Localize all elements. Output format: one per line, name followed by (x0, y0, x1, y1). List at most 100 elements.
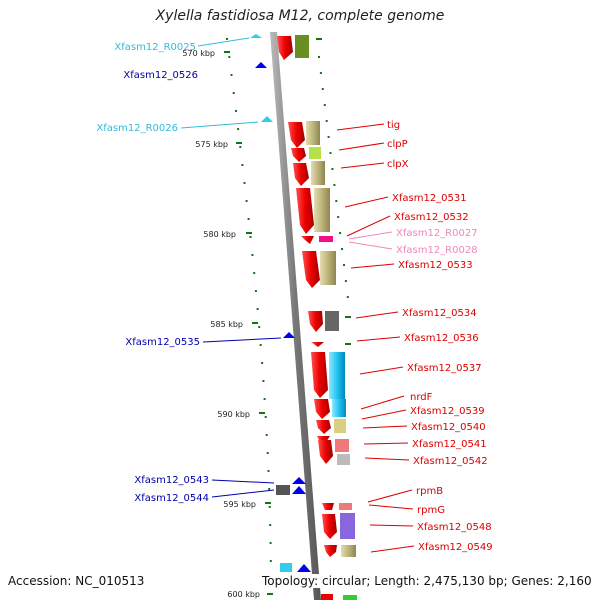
scale-dot (262, 380, 265, 382)
scale-dot (261, 362, 264, 364)
genome-summary-text: Topology: circular; Length: 2,475,130 bp… (262, 574, 592, 588)
gene-arrow (322, 503, 334, 510)
accession-text: Accession: NC_010513 (8, 574, 145, 588)
gene-label[interactable]: Xfasm12_R0025 (114, 42, 196, 53)
kbp-label: 580 kbp (203, 230, 236, 239)
scale-dot (251, 254, 254, 256)
leader-line (211, 479, 275, 484)
scale-dot (256, 308, 259, 310)
gene-label[interactable]: Xfasm12_0539 (410, 406, 485, 417)
inner-dot (341, 248, 343, 250)
gene-arrow (276, 485, 290, 495)
cog-box (319, 236, 333, 242)
leader-line (364, 457, 410, 461)
gene-label[interactable]: Xfasm12_0544 (134, 493, 209, 504)
scale-dot (268, 506, 271, 508)
inner-dot (318, 56, 320, 58)
scale-dot (232, 92, 235, 94)
cog-box (314, 188, 330, 232)
gene-label[interactable]: Xfasm12_0535 (125, 337, 200, 348)
gene-label[interactable]: Xfasm12_R0028 (396, 245, 478, 256)
gene-label[interactable]: Xfasm12_0543 (134, 475, 209, 486)
map-title: Xylella fastidiosa M12, complete genome (155, 8, 445, 24)
gene-arrow (316, 420, 331, 434)
gene-arrow (280, 563, 292, 572)
gene-arrow (277, 36, 293, 60)
leader-line (362, 425, 408, 429)
cog-box (339, 503, 352, 510)
gene-arrow (322, 514, 337, 539)
gene-label[interactable]: rpmB (416, 486, 443, 497)
scale-dot (241, 164, 244, 166)
scale-dot (247, 218, 250, 220)
gene-arrow (308, 311, 323, 332)
kbp-label: 575 kbp (195, 140, 228, 149)
gene-label[interactable]: Xfasm12_0531 (392, 193, 467, 204)
inner-dot (323, 104, 326, 106)
gene-label[interactable]: Xfasm12_0536 (404, 333, 479, 344)
leader-line (340, 162, 385, 169)
gene-arrow (321, 594, 333, 600)
gene-label[interactable]: Xfasm12_R0026 (96, 123, 178, 134)
leader-line (355, 311, 399, 319)
gene-arrow (250, 34, 262, 38)
inner-dot (329, 152, 332, 154)
gene-label[interactable]: Xfasm12_R0027 (396, 228, 478, 239)
cog-box (334, 419, 346, 433)
gene-label[interactable]: Xfasm12_0526 (123, 70, 198, 81)
leader-line (359, 366, 404, 375)
forward-genes (277, 36, 337, 600)
cog-box (325, 311, 339, 331)
gene-arrow (293, 163, 309, 186)
leader-line (346, 215, 391, 237)
gene-label[interactable]: Xfasm12_0549 (418, 542, 493, 553)
gene-label[interactable]: clpP (387, 139, 408, 150)
gene-label[interactable]: Xfasm12_0548 (417, 522, 492, 533)
leader-line (360, 395, 405, 410)
cog-box (332, 399, 346, 417)
gene-label[interactable]: tig (387, 120, 400, 131)
leader-line (348, 241, 393, 250)
cog-box (309, 147, 321, 159)
cog-box (335, 439, 349, 452)
gene-label[interactable]: Xfasm12_0532 (394, 212, 469, 223)
cog-box (320, 251, 336, 285)
cog-box (341, 545, 356, 557)
gene-arrow (311, 352, 328, 398)
gene-arrow (314, 399, 330, 419)
leader-line (370, 545, 415, 553)
inner-dot (337, 216, 340, 218)
scale-dot (237, 128, 240, 130)
leader-line (197, 37, 250, 47)
kbp-label: 595 kbp (223, 500, 256, 509)
inner-dot (343, 264, 345, 266)
gene-label[interactable]: Xfasm12_0540 (411, 422, 486, 433)
inner-dot (335, 200, 338, 202)
gene-label[interactable]: rpmG (417, 505, 445, 516)
gene-arrow (283, 332, 295, 338)
inner-dot (327, 136, 330, 138)
inner-dot (339, 232, 342, 234)
scale-dot (259, 344, 262, 346)
cog-box (306, 121, 320, 145)
kbp-label: 600 kbp (227, 590, 260, 599)
gene-label[interactable]: clpX (387, 159, 409, 170)
scale-dot (265, 434, 268, 436)
gene-label[interactable]: Xfasm12_0541 (412, 439, 487, 450)
leader-line (369, 524, 414, 527)
gene-label[interactable]: Xfasm12_0542 (413, 456, 488, 467)
cog-box (295, 35, 309, 58)
scale-dot (266, 452, 269, 454)
gene-label[interactable]: Xfasm12_0534 (402, 308, 477, 319)
scale-dot (254, 290, 257, 292)
gene-label[interactable]: nrdF (410, 392, 433, 403)
annotation-boxes (295, 35, 357, 600)
right-leader-lines (336, 123, 415, 553)
leader-line (348, 231, 393, 240)
gene-label[interactable]: Xfasm12_0533 (398, 260, 473, 271)
cog-box (311, 161, 325, 185)
scale-dot (258, 326, 261, 328)
inner-dot (325, 120, 328, 122)
gene-label[interactable]: Xfasm12_0537 (407, 363, 482, 374)
